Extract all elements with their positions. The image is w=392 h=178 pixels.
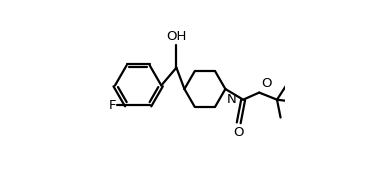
Text: O: O [234, 126, 244, 139]
Text: O: O [261, 77, 272, 90]
Text: N: N [226, 93, 236, 106]
Text: OH: OH [166, 30, 187, 43]
Text: F: F [109, 99, 116, 112]
